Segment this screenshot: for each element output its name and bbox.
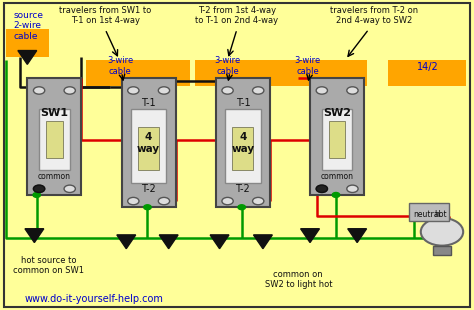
Circle shape [316, 185, 328, 193]
Text: 3-wire
cable: 3-wire cable [107, 56, 133, 76]
Circle shape [128, 197, 139, 205]
Text: hot: hot [434, 210, 447, 219]
Polygon shape [18, 51, 36, 64]
Bar [131, 109, 166, 183]
Circle shape [158, 87, 170, 94]
Circle shape [316, 185, 328, 193]
Bar [121, 78, 176, 207]
Text: neutral: neutral [414, 210, 441, 219]
Text: 4
way: 4 way [137, 132, 160, 153]
Bar [216, 78, 270, 207]
Polygon shape [25, 229, 44, 242]
Circle shape [421, 218, 463, 246]
Text: travelers from T-2 on
2nd 4-way to SW2: travelers from T-2 on 2nd 4-way to SW2 [329, 6, 418, 25]
Circle shape [34, 87, 45, 94]
Circle shape [34, 185, 45, 193]
Text: T-1: T-1 [141, 98, 156, 108]
Bar [86, 60, 190, 86]
Circle shape [128, 87, 139, 94]
Text: common on
SW2 to light hot: common on SW2 to light hot [264, 270, 332, 289]
Text: T-2: T-2 [236, 184, 250, 194]
Bar [433, 246, 451, 255]
Bar [46, 121, 63, 158]
Bar [27, 78, 82, 195]
Circle shape [222, 197, 233, 205]
Text: T-1: T-1 [236, 98, 250, 108]
Text: 3-wire
cable: 3-wire cable [214, 56, 241, 76]
Circle shape [144, 205, 151, 210]
Bar [232, 127, 254, 170]
Polygon shape [348, 229, 366, 242]
Circle shape [238, 205, 246, 210]
Circle shape [222, 87, 233, 94]
Polygon shape [254, 235, 273, 249]
Text: www.do-it-yourself-help.com: www.do-it-yourself-help.com [25, 294, 164, 304]
Text: 4
way: 4 way [231, 132, 255, 153]
Circle shape [253, 87, 264, 94]
Circle shape [64, 185, 75, 193]
Polygon shape [117, 235, 136, 249]
Text: travelers from SW1 to
T-1 on 1st 4-way: travelers from SW1 to T-1 on 1st 4-way [59, 6, 151, 25]
Polygon shape [210, 235, 229, 249]
Circle shape [64, 87, 75, 94]
Text: T-2 from 1st 4-way
to T-1 on 2nd 4-way: T-2 from 1st 4-way to T-1 on 2nd 4-way [195, 6, 279, 25]
Text: SW2: SW2 [323, 108, 351, 118]
Polygon shape [301, 229, 319, 242]
Bar [138, 127, 159, 170]
Bar [39, 109, 70, 170]
Bar [310, 78, 364, 195]
Bar [195, 60, 298, 86]
Circle shape [158, 197, 170, 205]
Circle shape [253, 197, 264, 205]
Text: SW1: SW1 [40, 108, 68, 118]
Circle shape [34, 185, 45, 193]
Text: source
2-wire
cable: source 2-wire cable [13, 11, 43, 41]
Text: 14/2: 14/2 [417, 62, 439, 73]
Bar [284, 60, 366, 86]
Circle shape [332, 193, 340, 197]
Text: T-2: T-2 [141, 184, 156, 194]
Polygon shape [159, 235, 178, 249]
Text: common: common [320, 172, 354, 181]
Bar [329, 121, 346, 158]
Bar [225, 109, 261, 183]
Bar [409, 203, 449, 221]
Text: 3-wire
cable: 3-wire cable [294, 56, 321, 76]
Bar [388, 60, 465, 86]
Text: hot source to
common on SW1: hot source to common on SW1 [13, 256, 84, 275]
Text: common: common [38, 172, 71, 181]
Circle shape [33, 193, 40, 197]
Circle shape [347, 87, 358, 94]
Circle shape [347, 185, 358, 193]
Bar [322, 109, 353, 170]
Bar [6, 29, 48, 57]
Circle shape [316, 87, 328, 94]
